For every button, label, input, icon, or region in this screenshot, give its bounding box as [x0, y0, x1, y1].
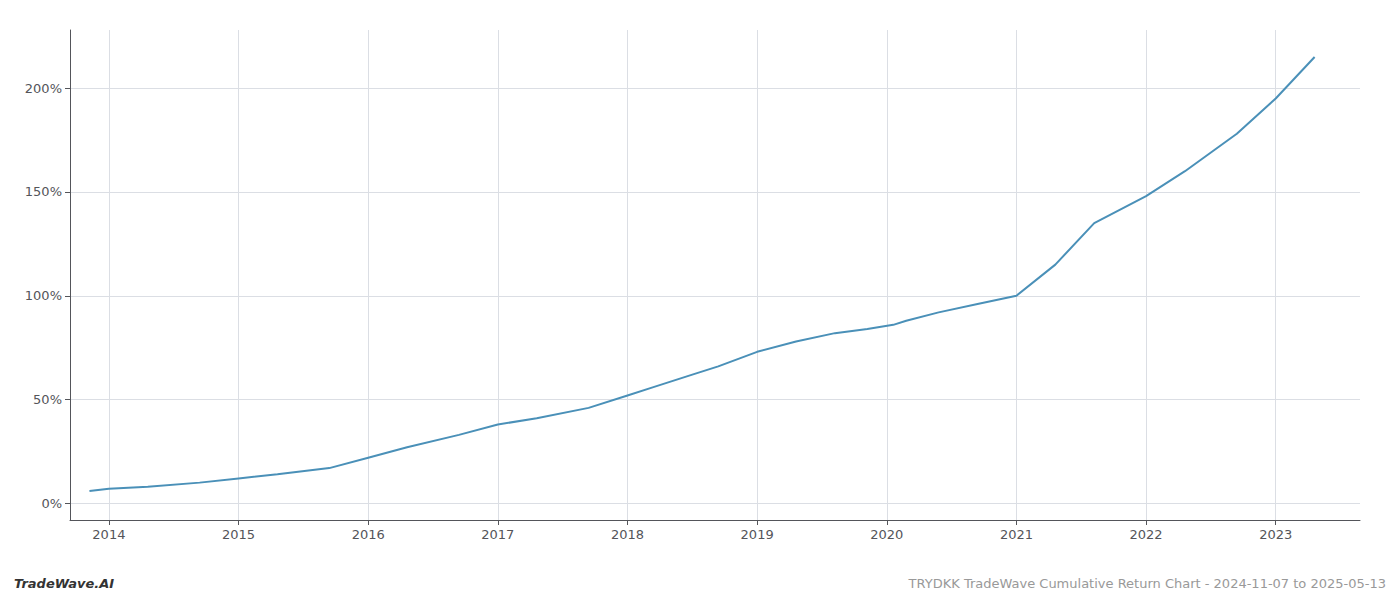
- svg-text:2020: 2020: [870, 527, 903, 542]
- svg-text:150%: 150%: [25, 184, 62, 199]
- svg-text:2018: 2018: [611, 527, 644, 542]
- svg-text:200%: 200%: [25, 81, 62, 96]
- svg-text:2023: 2023: [1259, 527, 1292, 542]
- svg-text:0%: 0%: [41, 496, 62, 511]
- svg-text:100%: 100%: [25, 288, 62, 303]
- svg-text:2015: 2015: [222, 527, 255, 542]
- svg-text:TradeWave.AI: TradeWave.AI: [14, 576, 114, 591]
- svg-text:50%: 50%: [33, 392, 62, 407]
- svg-text:2017: 2017: [481, 527, 514, 542]
- svg-text:2021: 2021: [1000, 527, 1033, 542]
- svg-text:2014: 2014: [92, 527, 125, 542]
- svg-text:2016: 2016: [352, 527, 385, 542]
- svg-text:2022: 2022: [1130, 527, 1163, 542]
- svg-text:TRYDKK TradeWave Cumulative Re: TRYDKK TradeWave Cumulative Return Chart…: [908, 576, 1386, 591]
- svg-text:2019: 2019: [741, 527, 774, 542]
